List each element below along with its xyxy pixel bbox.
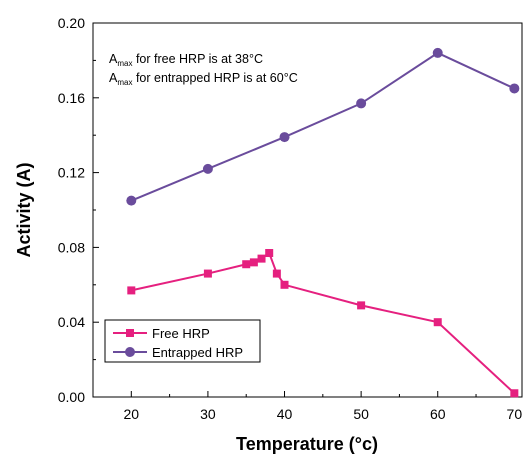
data-point-free-hrp: [272, 269, 281, 278]
series-layer: [126, 47, 520, 398]
legend-marker-entrapped-hrp: [125, 347, 135, 357]
x-tick-label-60: 60: [430, 406, 446, 422]
x-tick-label-40: 40: [277, 406, 293, 422]
data-point-entrapped-hrp: [202, 163, 213, 174]
data-point-entrapped-hrp: [432, 47, 443, 58]
y-axis-title: Activity (A): [14, 162, 34, 257]
y-tick-label-0.08: 0.08: [58, 239, 85, 255]
y-tick-label-0.04: 0.04: [58, 314, 85, 330]
data-point-entrapped-hrp: [356, 98, 367, 109]
x-tick-label-50: 50: [353, 406, 369, 422]
data-point-free-hrp: [242, 260, 251, 269]
series-line-entrapped-hrp: [130, 51, 515, 202]
data-point-free-hrp: [510, 389, 519, 398]
x-tick-label-30: 30: [200, 406, 216, 422]
y-tick-label-0.00: 0.00: [58, 389, 85, 405]
data-point-free-hrp: [265, 249, 274, 258]
annotation-free-hrp: Amax for free HRP is at 38°C: [109, 52, 263, 68]
data-point-entrapped-hrp: [509, 83, 520, 94]
x-axis-title: Temperature (°c): [236, 434, 378, 454]
data-point-free-hrp: [249, 258, 258, 267]
data-point-free-hrp: [127, 286, 136, 295]
legend-marker-free-hrp: [126, 329, 134, 337]
x-tick-label-20: 20: [124, 406, 140, 422]
data-point-entrapped-hrp: [126, 195, 137, 206]
y-tick-label-0.20: 0.20: [58, 15, 85, 31]
axis-ticks: 20 30 40 50 60 70 0.00 0.04 0.08 0.12 0.16 0.20: [58, 15, 523, 422]
data-point-free-hrp: [203, 269, 212, 278]
y-tick-label-0.16: 0.16: [58, 90, 85, 106]
data-point-free-hrp: [357, 301, 366, 310]
data-point-free-hrp: [280, 280, 289, 289]
data-point-free-hrp: [257, 254, 266, 263]
data-point-entrapped-hrp: [279, 132, 290, 143]
legend-label-free-hrp: Free HRP: [152, 326, 210, 341]
legend-label-entrapped-hrp: Entrapped HRP: [152, 345, 243, 360]
x-tick-label-70: 70: [507, 406, 523, 422]
y-tick-label-0.12: 0.12: [58, 165, 85, 181]
legend: Free HRP Entrapped HRP: [104, 319, 261, 363]
data-point-free-hrp: [433, 318, 442, 327]
annotation-entrapped-hrp: Amax for entrapped HRP is at 60°C: [109, 71, 298, 87]
